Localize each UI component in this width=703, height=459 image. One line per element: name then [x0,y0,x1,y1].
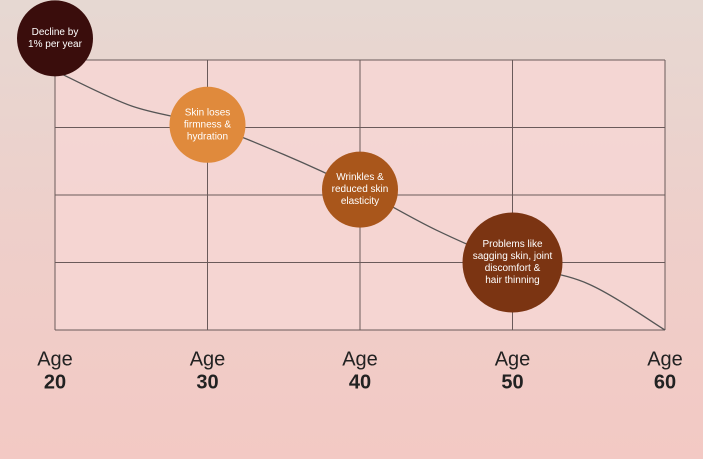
x-axis-label: Age [647,348,683,370]
annotation-text: hydration [187,131,228,142]
x-tick-label: 50 [501,371,523,393]
annotation-text: Problems like [482,239,542,250]
x-tick-label: 20 [44,371,66,393]
x-tick-label: 30 [196,371,218,393]
annotation-circle [169,86,246,163]
annotation-text: discomfort & [485,263,541,274]
x-tick-label: 40 [349,371,371,393]
annotation-text: elasticity [341,196,379,207]
annotation-text: Skin loses [185,107,231,118]
x-tick-label: 60 [654,371,676,393]
annotation-circle [322,151,398,228]
annotation-text: 1% per year [28,39,83,50]
annotation-text: sagging skin, joint [473,251,553,262]
x-axis-label: Age [190,348,226,370]
x-axis-label: Age [37,348,73,370]
annotation-circle [17,0,93,77]
annotation-text: firmness & [184,119,232,130]
annotation-text: hair thinning [485,275,539,286]
annotation-text: Decline by [32,27,79,38]
annotation-text: Wrinkles & [336,172,384,183]
annotation-text: reduced skin [332,184,389,195]
x-axis-label: Age [342,348,378,370]
annotation-circle [462,212,563,313]
x-axis-label: Age [495,348,531,370]
